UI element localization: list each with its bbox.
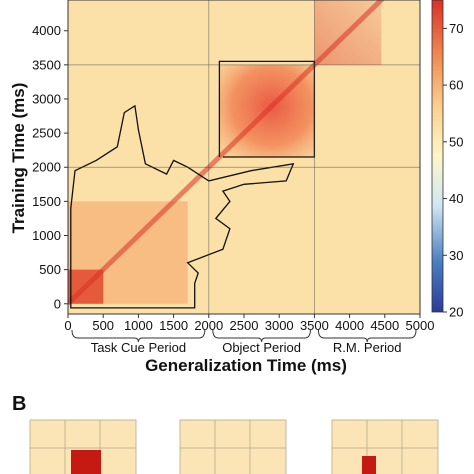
x-axis-ticks: 0 500 1000 1500 2000 2500 3000 3500 4000 4500 5000: [64, 314, 434, 333]
period-label: Task Cue Period: [91, 340, 186, 355]
colorbar-tick-label: 20: [449, 305, 463, 320]
significance-contour-task-cue: [70, 104, 295, 309]
panel-b-cell-highlight-3: [362, 456, 376, 474]
x-tick-label: 5000: [406, 318, 435, 333]
panel-b-cell-highlight-1: [71, 450, 101, 474]
x-tick-label: 500: [92, 318, 114, 333]
x-tick-label: 4500: [370, 318, 399, 333]
period-boundary-lines: [68, 0, 420, 314]
panel-b-grid-3: [331, 419, 439, 474]
x-tick-label: 0: [64, 318, 71, 333]
colorbar-tick-label: 40: [449, 191, 463, 206]
y-tick-label: 1000: [32, 228, 61, 243]
period-label: Object Period: [222, 340, 301, 355]
y-axis-ticks: 0 500 1000 1500 2000 2500 3000 3500 4000: [32, 23, 68, 311]
x-tick-label: 2500: [230, 318, 259, 333]
colorbar-tick-label: 50: [449, 134, 463, 149]
x-axis-label: Generalization Time (ms): [145, 356, 347, 375]
panel-b-grid-1: [29, 419, 137, 474]
y-tick-label: 3000: [32, 91, 61, 106]
period-brace: [71, 329, 206, 343]
y-tick-label: 1500: [32, 194, 61, 209]
colorbar-tick-label: 70: [449, 21, 463, 36]
period-label: R.M. Period: [333, 340, 402, 355]
heatmap-diagonal: [68, 0, 385, 306]
heatmap-plot-area: [68, 0, 420, 314]
y-tick-label: 2500: [32, 126, 61, 141]
y-tick-label: 2000: [32, 160, 61, 175]
y-tick-label: 3500: [32, 57, 61, 72]
x-tick-label: 3000: [265, 318, 294, 333]
x-tick-label: 4000: [335, 318, 364, 333]
y-tick-label: 4000: [32, 23, 61, 38]
y-tick-label: 0: [54, 296, 61, 311]
panel-b-grid-2: [179, 419, 287, 474]
y-tick-label: 500: [39, 262, 61, 277]
x-tick-label: 1500: [159, 318, 188, 333]
colorbar: 20 30 40 50 60 70: [431, 0, 463, 320]
period-braces: Task Cue Period Object Period R.M. Period: [71, 329, 417, 355]
colorbar-ticks: 20 30 40 50 60 70: [443, 21, 463, 320]
x-tick-label: 2000: [194, 318, 223, 333]
colorbar-tick-label: 30: [449, 248, 463, 263]
panel-b-label: B: [12, 393, 26, 415]
colorbar-gradient: [431, 0, 444, 313]
y-axis-label: Training Time (ms): [9, 83, 28, 234]
x-tick-label: 3500: [300, 318, 329, 333]
x-tick-label: 1000: [124, 318, 153, 333]
period-brace: [212, 329, 311, 343]
colorbar-tick-label: 60: [449, 78, 463, 93]
period-brace: [317, 329, 417, 343]
